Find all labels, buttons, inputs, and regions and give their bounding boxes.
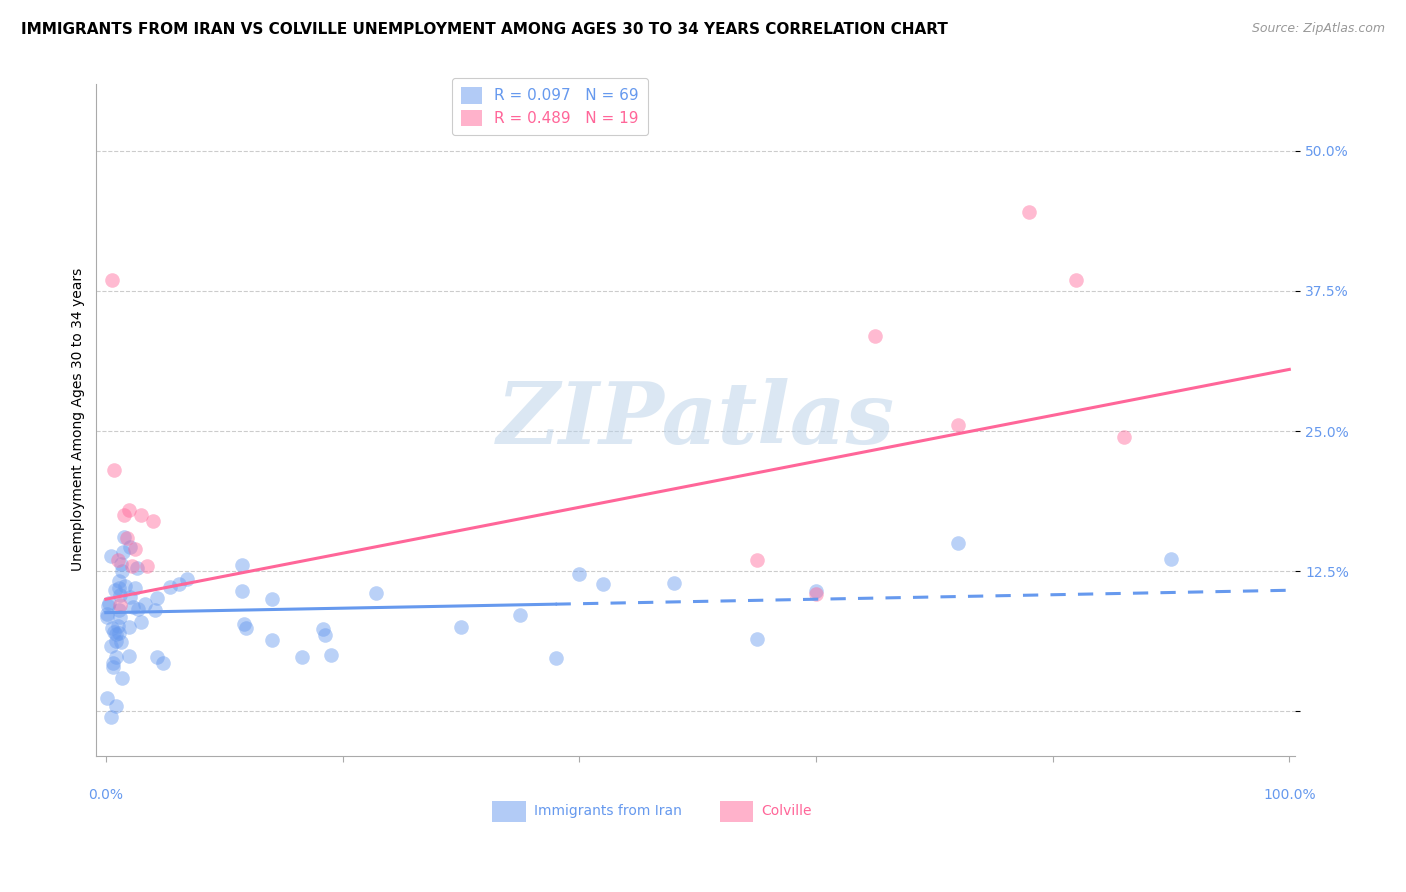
Point <box>544 650 567 665</box>
Point <box>108 588 131 602</box>
Point <box>100 273 122 287</box>
Text: Source: ZipAtlas.com: Source: ZipAtlas.com <box>1251 22 1385 36</box>
Point <box>107 574 129 589</box>
Point <box>107 619 129 633</box>
Text: Immigrants from Iran: Immigrants from Iran <box>534 805 682 818</box>
Point <box>167 577 190 591</box>
Text: Colville: Colville <box>762 805 813 818</box>
Point <box>231 584 253 599</box>
Point <box>129 615 152 629</box>
Point <box>110 565 132 579</box>
Point <box>104 699 127 714</box>
Point <box>127 602 149 616</box>
Point <box>117 648 139 663</box>
Point <box>745 553 768 567</box>
Point <box>235 621 257 635</box>
Point <box>121 558 143 573</box>
Point <box>96 599 118 613</box>
Point <box>111 671 134 685</box>
Point <box>450 620 472 634</box>
Point <box>159 580 181 594</box>
Point <box>509 608 531 623</box>
Point <box>366 585 388 599</box>
Point <box>260 591 283 606</box>
Point <box>112 508 135 523</box>
Point <box>101 660 124 674</box>
Point <box>1064 273 1087 287</box>
Point <box>291 649 314 664</box>
Point <box>314 628 336 642</box>
Point <box>863 328 886 343</box>
Point <box>146 650 169 665</box>
Point <box>568 567 591 582</box>
Point <box>112 530 135 544</box>
Point <box>131 508 153 523</box>
Point <box>107 553 129 567</box>
Point <box>108 598 131 612</box>
Point <box>96 607 118 622</box>
Legend: R = 0.097   N = 69, R = 0.489   N = 19: R = 0.097 N = 69, R = 0.489 N = 19 <box>451 78 648 136</box>
Y-axis label: Unemployment Among Ages 30 to 34 years: Unemployment Among Ages 30 to 34 years <box>72 268 86 572</box>
Point <box>321 648 343 662</box>
Point <box>118 540 141 554</box>
Point <box>96 690 118 705</box>
Point <box>125 561 148 575</box>
Point <box>96 609 118 624</box>
Point <box>110 558 132 572</box>
Point <box>134 597 156 611</box>
Point <box>101 657 124 671</box>
Point <box>103 625 125 640</box>
Bar <box>492 800 526 822</box>
Point <box>124 582 146 596</box>
Point <box>262 633 284 648</box>
Point <box>946 536 969 550</box>
Point <box>105 649 128 664</box>
Point <box>311 622 333 636</box>
Point <box>662 575 685 590</box>
Point <box>118 620 141 634</box>
Point <box>104 627 127 641</box>
Point <box>108 581 131 595</box>
Point <box>118 502 141 516</box>
Point <box>1160 551 1182 566</box>
Point <box>1018 205 1040 219</box>
Point <box>107 625 129 640</box>
Point <box>104 583 127 598</box>
Point <box>124 541 146 556</box>
Point <box>100 710 122 724</box>
Point <box>143 603 166 617</box>
Point <box>146 591 169 605</box>
Point <box>176 573 198 587</box>
Point <box>122 599 145 614</box>
Point <box>592 577 614 591</box>
Point <box>745 632 768 646</box>
Text: ZIPatlas: ZIPatlas <box>496 378 894 461</box>
Point <box>104 634 127 648</box>
Point <box>97 596 120 610</box>
Point <box>115 531 138 545</box>
Point <box>231 558 253 572</box>
Point <box>152 657 174 671</box>
Point <box>100 549 122 564</box>
Point <box>804 586 827 600</box>
Point <box>114 579 136 593</box>
Text: IMMIGRANTS FROM IRAN VS COLVILLE UNEMPLOYMENT AMONG AGES 30 TO 34 YEARS CORRELAT: IMMIGRANTS FROM IRAN VS COLVILLE UNEMPLO… <box>21 22 948 37</box>
Point <box>946 418 969 433</box>
Point <box>233 616 256 631</box>
Bar <box>720 800 754 822</box>
Point <box>108 610 131 624</box>
Point <box>111 545 134 559</box>
Point <box>100 639 122 653</box>
Text: 100.0%: 100.0% <box>1263 788 1316 802</box>
Point <box>118 591 141 605</box>
Point <box>101 621 124 635</box>
Text: 0.0%: 0.0% <box>89 788 124 802</box>
Point <box>1112 430 1135 444</box>
Point <box>136 558 159 573</box>
Point <box>804 583 827 598</box>
Point <box>108 603 131 617</box>
Point <box>103 463 125 477</box>
Point <box>110 635 132 649</box>
Point <box>142 514 165 528</box>
